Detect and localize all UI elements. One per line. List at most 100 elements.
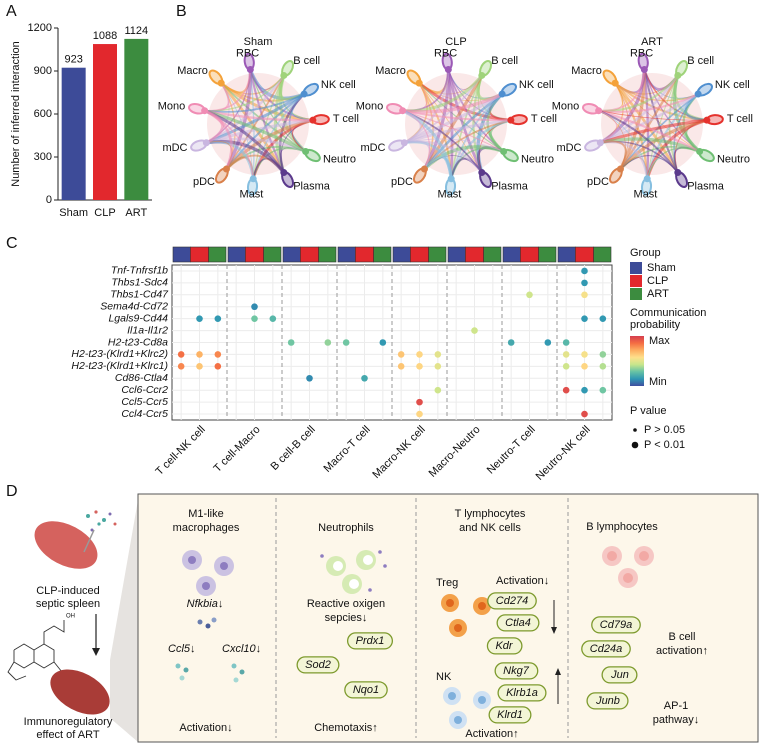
gene-label: Cd24a xyxy=(590,643,622,655)
gene-box xyxy=(581,640,631,658)
x-tick-label: ART xyxy=(125,207,147,219)
edge xyxy=(204,109,225,145)
caption: Immunoregulatory xyxy=(24,716,113,728)
dot xyxy=(196,363,203,370)
caption: septic spleen xyxy=(36,598,100,610)
edge xyxy=(598,110,707,121)
gene-box xyxy=(494,662,539,680)
caption: CLP-induced xyxy=(36,585,100,597)
node xyxy=(202,139,210,147)
y-tick-label: 900 xyxy=(34,65,52,77)
gene-box xyxy=(296,656,340,674)
dot xyxy=(251,303,258,311)
dot xyxy=(599,386,607,394)
node xyxy=(400,139,408,147)
group-header xyxy=(502,246,521,263)
row-label: Il1a-Il1r2 xyxy=(127,324,168,336)
group-header xyxy=(557,246,576,263)
gene-label: Sod2 xyxy=(305,659,331,671)
gene-label: Cd274 xyxy=(496,595,528,607)
cell-label: Treg xyxy=(436,577,458,589)
group-label: Neutro-T cell xyxy=(485,424,538,477)
edge xyxy=(402,109,422,144)
dot xyxy=(581,315,588,322)
group-header xyxy=(245,246,264,263)
dot xyxy=(177,351,185,358)
spleen xyxy=(34,521,98,569)
node-label: B cell xyxy=(491,55,518,67)
dot-plot: Tnf-Tnfrsf1bThbs1-Sdc4Thbs1-Cd47Sema4d-C… xyxy=(71,246,706,483)
node-label: Plasma xyxy=(293,181,331,193)
legend-dot xyxy=(633,428,637,432)
node-label: B cell xyxy=(293,55,320,67)
group-header xyxy=(520,246,539,263)
dot xyxy=(581,279,588,287)
node-label: mDC xyxy=(360,142,385,154)
row-label: H2-t23-Cd8a xyxy=(108,336,168,348)
legend-swatch xyxy=(630,288,642,300)
legend-title: P value xyxy=(630,405,667,417)
node-label: Mast xyxy=(438,189,462,201)
dot xyxy=(599,351,607,358)
dot xyxy=(434,386,442,394)
node xyxy=(703,116,711,124)
edge xyxy=(598,109,701,153)
dot xyxy=(324,339,332,346)
node-label: mDC xyxy=(162,142,187,154)
group-label: Macro-NK cell xyxy=(370,424,427,481)
group-header xyxy=(410,246,429,263)
node xyxy=(447,175,455,183)
gene-label: Ccl5↓ xyxy=(168,643,196,655)
node xyxy=(640,66,648,74)
colorbar xyxy=(630,336,644,386)
dot xyxy=(397,351,405,358)
gene-label: Nqo1 xyxy=(353,684,379,696)
node xyxy=(415,79,423,87)
section-title: T lymphocytes xyxy=(455,508,526,520)
node xyxy=(694,90,702,98)
node xyxy=(696,148,704,155)
gene-box xyxy=(487,592,537,610)
legend-title: Communication xyxy=(630,307,706,319)
network-title: CLP xyxy=(445,36,466,48)
dot xyxy=(416,363,423,370)
node-label: mDC xyxy=(556,142,581,154)
gene-box xyxy=(601,666,638,684)
gene-label: Klrb1a xyxy=(506,687,538,699)
group-label: Macro-T cell xyxy=(322,424,373,475)
gene-label: Cd79a xyxy=(600,619,632,631)
edge xyxy=(598,109,679,174)
node-label: Macro xyxy=(177,65,208,77)
node xyxy=(249,175,257,183)
legend-label: P < 0.01 xyxy=(644,439,685,451)
value-label: 1124 xyxy=(125,25,149,37)
dot xyxy=(581,386,588,394)
arrowhead xyxy=(555,668,561,675)
x-tick-label: CLP xyxy=(94,207,115,219)
dot xyxy=(342,339,350,346)
row-label: Sema4d-Cd72 xyxy=(100,301,168,313)
effect-label: Activation↑ xyxy=(465,728,518,740)
b-cells xyxy=(602,546,654,588)
dot xyxy=(416,398,423,406)
dot xyxy=(214,351,222,358)
node xyxy=(201,107,209,115)
effect-label: Activation↓ xyxy=(496,575,549,587)
y-tick-label: 300 xyxy=(34,151,52,163)
y-tick-label: 0 xyxy=(46,194,52,206)
dot xyxy=(379,339,387,346)
dot xyxy=(581,291,588,299)
group-header xyxy=(465,246,484,263)
node xyxy=(246,66,254,74)
node-label: pDC xyxy=(391,176,413,188)
node xyxy=(616,165,624,173)
schematic: CLP-induced septic spleen OH Immunoregul… xyxy=(7,493,759,743)
dot xyxy=(177,363,185,370)
node-label: Plasma xyxy=(687,181,725,193)
bar xyxy=(93,44,117,201)
dot xyxy=(562,351,570,358)
node xyxy=(643,175,651,183)
node xyxy=(399,107,407,115)
projection xyxy=(110,500,138,742)
